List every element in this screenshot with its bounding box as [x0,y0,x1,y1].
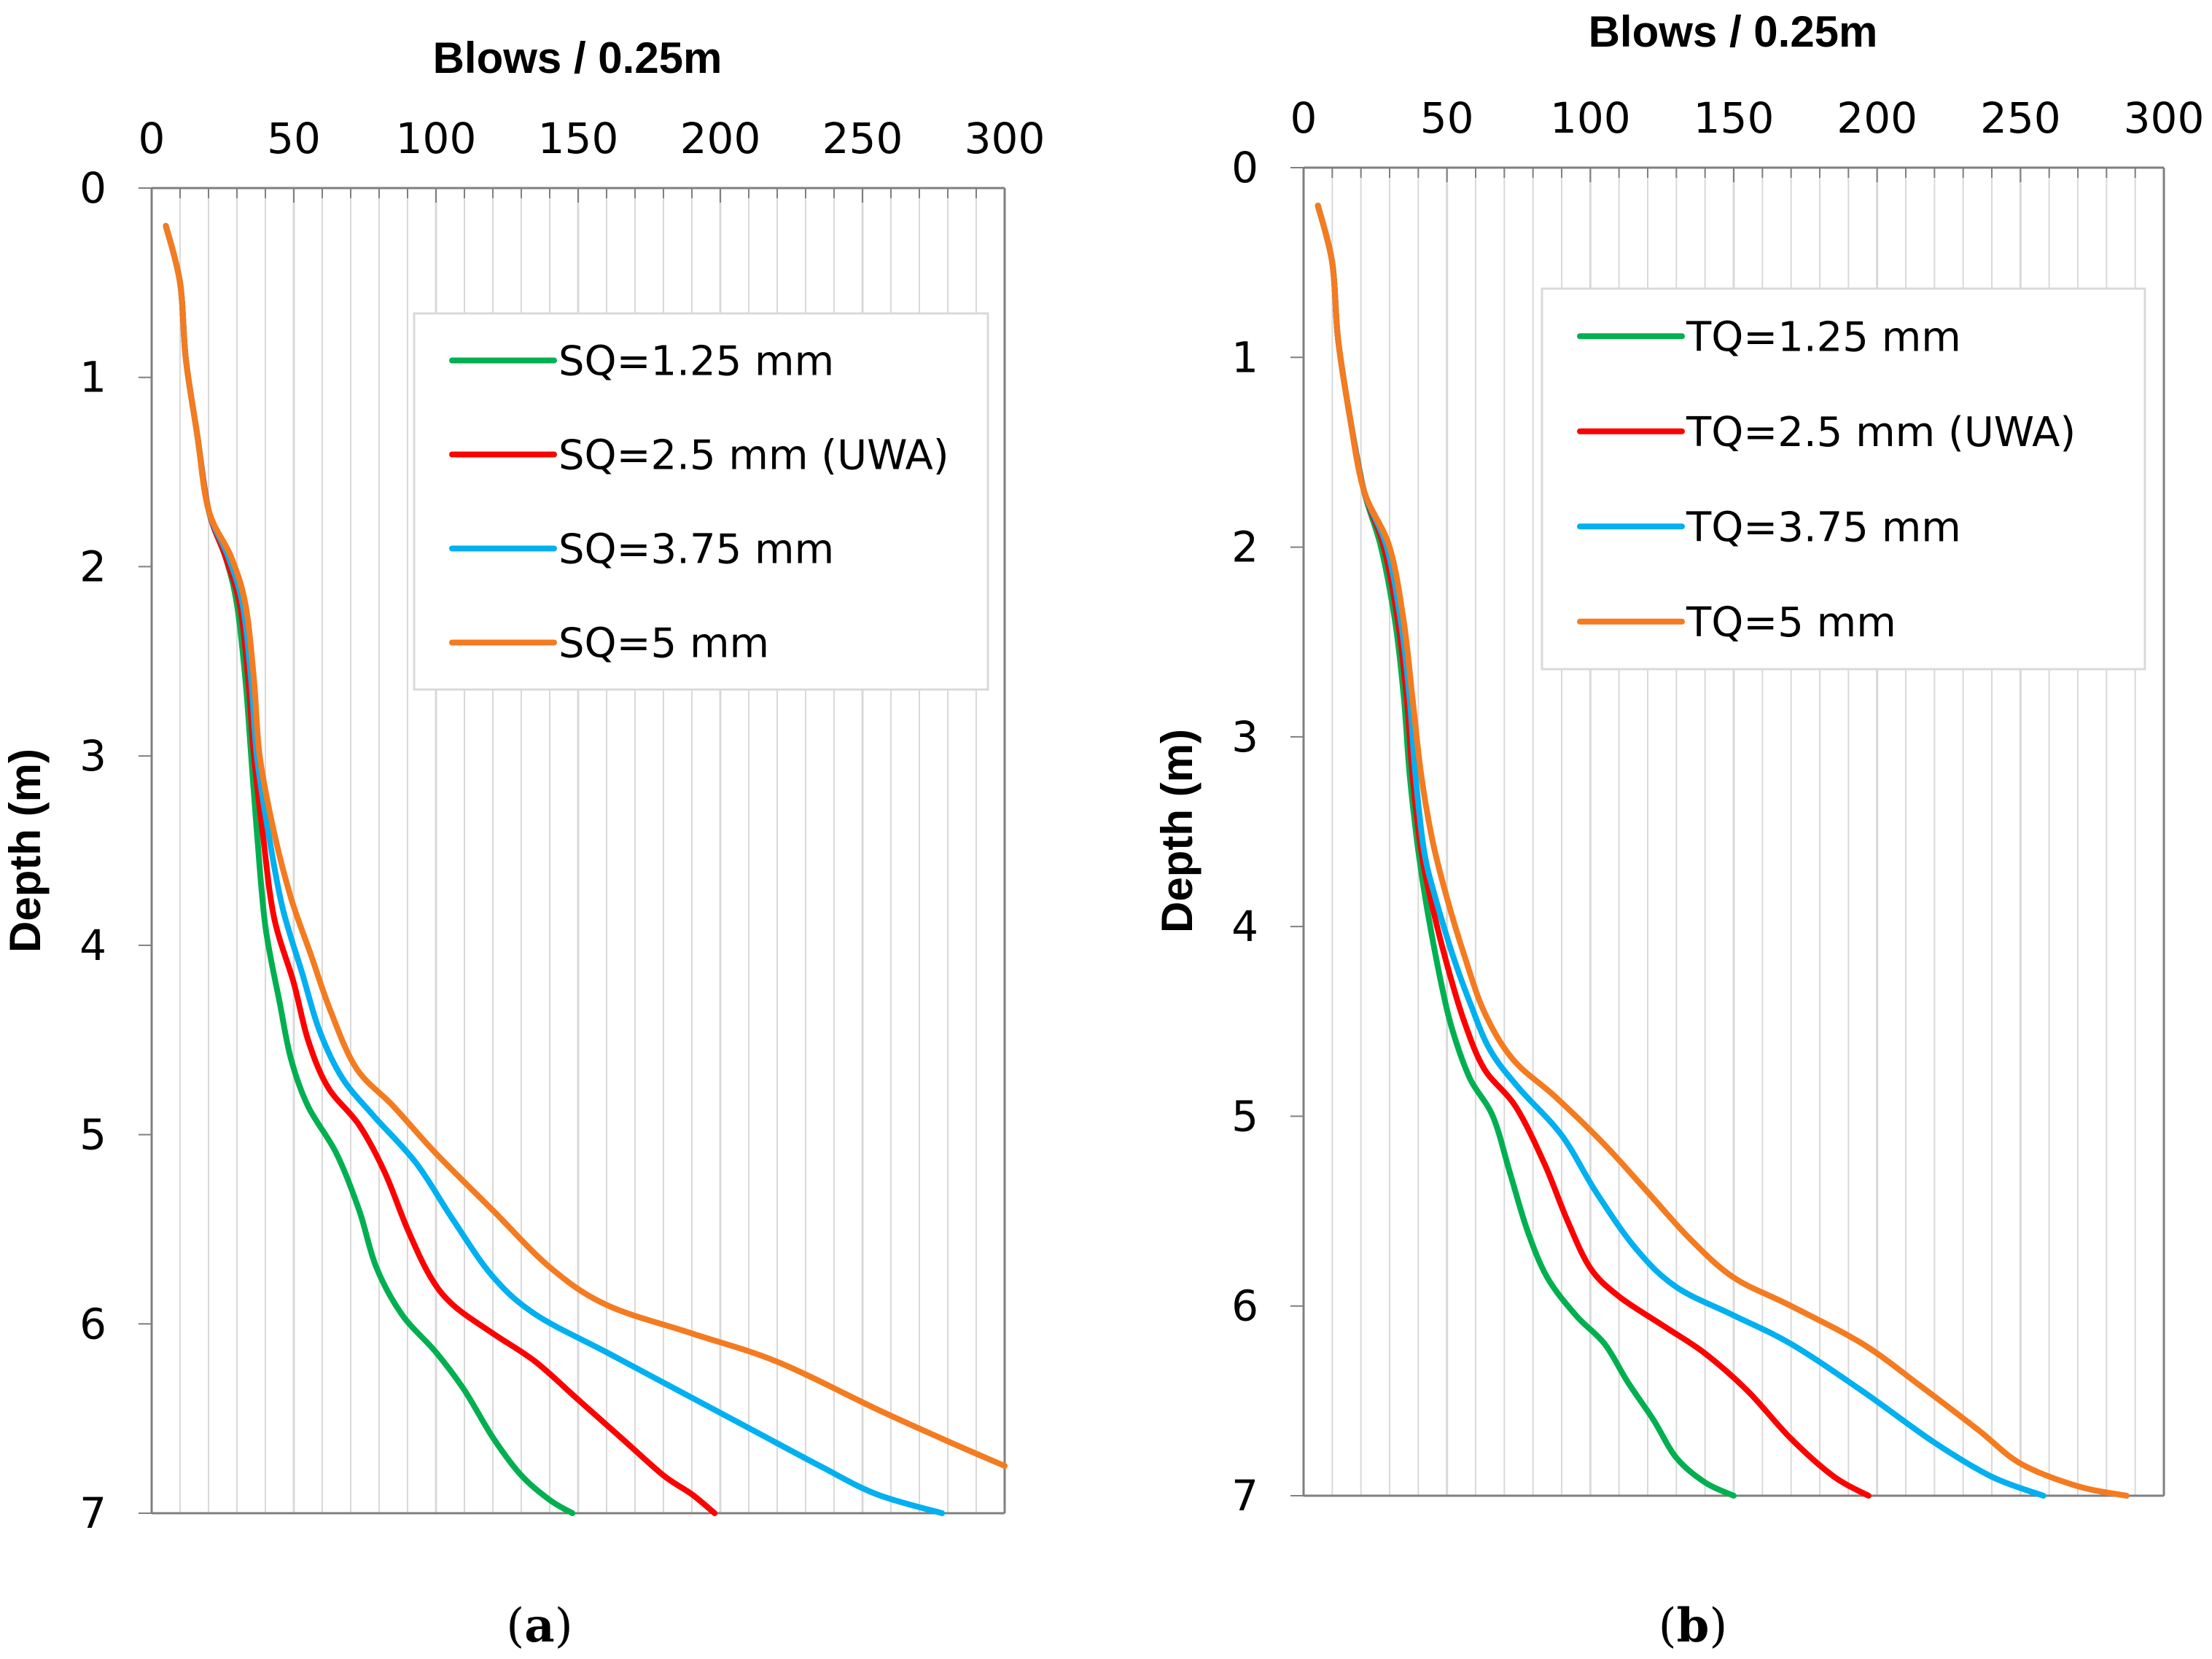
legend-box [413,312,989,691]
legend-label-3: TQ=3.75 mm [1686,504,1961,551]
x-tick-label: 200 [680,114,761,163]
y-tick-label: 1 [79,353,106,402]
y-tick-label: 0 [79,163,106,213]
legend: SQ=1.25 mm SQ=2.5 mm (UWA) SQ=3.75 mm SQ=5 … [413,312,989,691]
legend-box [1541,287,2146,671]
y-tick-label: 4 [1231,902,1258,951]
y-axis-title: Depth (m) [1153,729,1202,933]
legend-label-1: SQ=1.25 mm [558,338,834,386]
y-tick-label: 6 [1231,1281,1258,1331]
chart-panel-a: 0 50 100 150 200 250 300 0 1 2 3 4 5 6 7 Blows / 0.25m D… [1,34,1045,1653]
panel-label-letter: a [524,1599,554,1653]
legend-label-1: TQ=1.25 mm [1686,313,1961,361]
y-tick-label: 6 [79,1299,106,1348]
y-axis-title: Depth (m) [1,749,50,953]
x-tick-label: 250 [822,114,903,163]
y-tick-label: 3 [79,731,106,781]
x-tick-label: 50 [267,114,321,163]
legend-label-2: TQ=2.5 mm (UWA) [1686,409,2076,456]
y-tick-label: 0 [1231,143,1258,192]
panel-label-close: ) [1709,1599,1727,1653]
panel-label-letter: b [1677,1599,1710,1653]
y-tick-label: 1 [1231,332,1258,382]
series-lines [163,222,1008,1516]
x-tick-label: 150 [1694,93,1775,143]
y-tick-label: 3 [1231,712,1258,762]
panel-label-close: ) [555,1599,573,1653]
legend-label-3: SQ=3.75 mm [558,526,834,574]
panel-label-open: ( [1659,1599,1677,1653]
legend-label-2: SQ=2.5 mm (UWA) [558,432,949,480]
series-line-4 [1315,203,2130,1499]
panel-label-open: ( [506,1599,524,1653]
x-tick-label: 0 [139,114,165,163]
y-tick-label: 4 [79,921,106,970]
x-tick-label: 50 [1420,93,1474,143]
x-tick-label: 0 [1290,93,1317,143]
x-tick-label: 150 [538,114,619,163]
chart-panel-b: 0 50 100 150 200 250 300 0 1 2 3 4 5 6 7 Blows / 0.25m D… [1153,7,2204,1653]
x-tick-label: 300 [965,114,1045,163]
legend: TQ=1.25 mm TQ=2.5 mm (UWA) TQ=3.75 mm TQ=5 … [1541,287,2146,671]
panel-label: (b) [1659,1599,1728,1653]
panel-label: (a) [506,1599,572,1653]
x-tick-label: 100 [1550,93,1631,143]
y-tick-label: 7 [79,1488,106,1538]
legend-label-4: SQ=5 mm [558,620,769,668]
x-axis-title: Blows / 0.25m [433,34,723,82]
y-tick-label: 2 [79,542,106,591]
x-tick-label: 250 [1980,93,2061,143]
y-tick-label: 5 [1231,1091,1258,1141]
y-tick-label: 2 [1231,523,1258,572]
series-line-4 [163,222,1008,1469]
x-tick-label: 200 [1837,93,1917,143]
y-tick-label: 7 [1231,1471,1258,1521]
series-lines [1315,203,2130,1499]
legend-label-4: TQ=5 mm [1686,599,1896,647]
x-tick-label: 100 [396,114,477,163]
x-axis-title: Blows / 0.25m [1589,7,1878,56]
y-tick-label: 5 [79,1110,106,1160]
x-tick-label: 300 [2124,93,2205,143]
